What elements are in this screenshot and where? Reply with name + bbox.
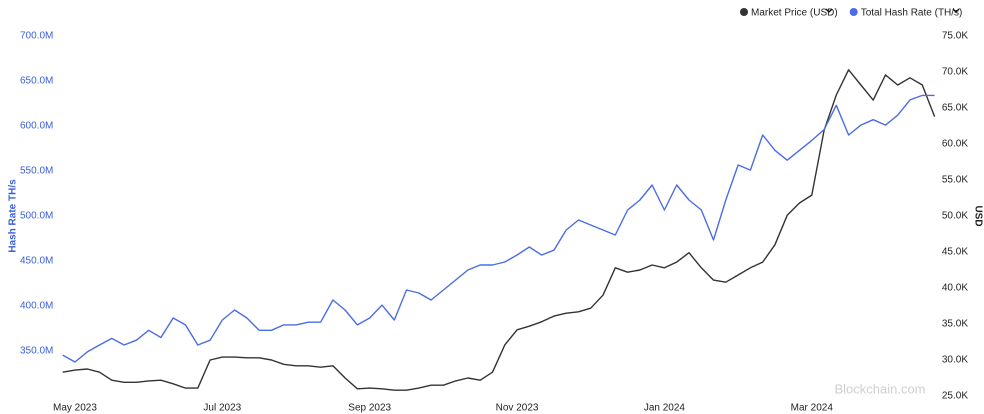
y2-tick-label: 35.0K [942, 319, 968, 330]
y2-tick-label: 45.0K [942, 247, 968, 258]
y-tick-label: 550.0M [20, 166, 53, 177]
y-tick-label: 450.0M [20, 256, 53, 267]
y2-tick-label: 70.0K [942, 67, 968, 78]
legend-label: Total Hash Rate (TH/s) [861, 8, 963, 19]
x-tick-label: Sep 2023 [348, 403, 391, 414]
y-tick-label: 600.0M [20, 121, 53, 132]
line-series [62, 69, 936, 391]
legend-chevron [952, 8, 960, 13]
y-tick-label: 650.0M [20, 76, 53, 87]
y2-tick-label: 40.0K [942, 283, 968, 294]
legend-marker [849, 8, 858, 16]
y2-tick-label: 75.0K [942, 31, 968, 42]
y-tick-label: 350.0M [20, 346, 53, 357]
line-series [62, 94, 935, 363]
y2-tick-label: 60.0K [942, 139, 968, 150]
x-tick-label: Jul 2023 [203, 403, 241, 414]
legend-marker [740, 8, 748, 16]
x-tick-label: May 2023 [53, 403, 97, 414]
watermark: Blockchain.com [834, 381, 925, 396]
legend-chevron [825, 8, 833, 13]
y-tick-label: 700.0M [20, 31, 53, 42]
y-tick-label: 400.0M [20, 301, 53, 312]
y2-axis-title: USD [972, 205, 983, 226]
legend-label: Market Price (USD) [751, 8, 838, 19]
x-tick-label: Mar 2024 [791, 403, 834, 414]
y2-tick-label: 55.0K [942, 175, 968, 186]
y-axis-title: Hash Rate TH/s [8, 179, 19, 253]
y2-tick-label: 65.0K [942, 103, 968, 114]
x-tick-label: Jan 2024 [644, 403, 686, 414]
y2-tick-label: 50.0K [942, 211, 968, 222]
y2-tick-label: 30.0K [942, 355, 968, 366]
y-tick-label: 500.0M [20, 211, 53, 222]
y2-tick-label: 25.0K [942, 391, 968, 402]
x-tick-label: Nov 2023 [496, 403, 539, 414]
